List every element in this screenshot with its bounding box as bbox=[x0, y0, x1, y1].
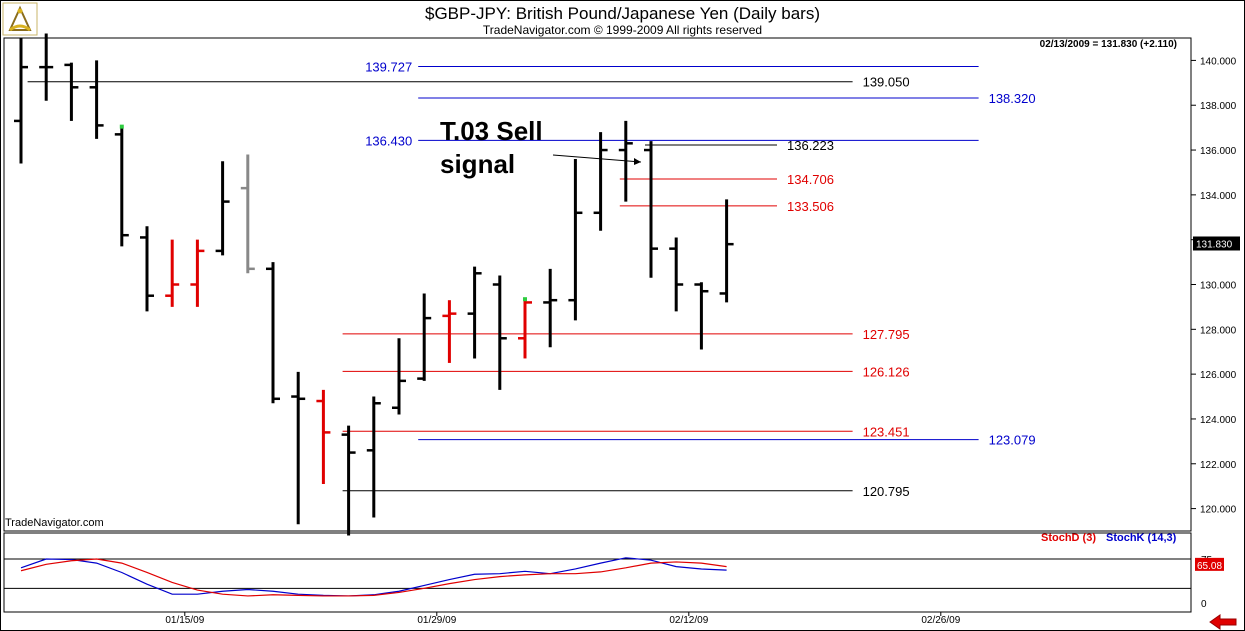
ohlc-bar bbox=[392, 338, 406, 415]
stoch-panel-border bbox=[3, 532, 1192, 613]
ohlc-bar bbox=[467, 266, 482, 359]
ohlc-bar bbox=[114, 127, 129, 247]
watermark: TradeNavigator.com bbox=[5, 517, 104, 529]
ohlc-bar bbox=[39, 33, 54, 101]
x-tick-label: 02/26/09 bbox=[921, 615, 960, 626]
ohlc-bar bbox=[442, 300, 457, 363]
level-label: 127.795 bbox=[863, 327, 910, 342]
annotation-arrow bbox=[552, 154, 642, 163]
last-quote-status: 02/13/2009 = 131.830 (+2.110) bbox=[1039, 39, 1177, 50]
y-tick-label: 126.000 bbox=[1200, 370, 1237, 381]
ohlc-bar bbox=[543, 268, 558, 348]
signal-marker bbox=[119, 124, 124, 129]
y-tick-label: 134.000 bbox=[1200, 191, 1237, 202]
stoch-last-label: 65.08 bbox=[1197, 561, 1222, 572]
ohlc-bar bbox=[240, 154, 255, 274]
x-tick-label: 01/29/09 bbox=[417, 615, 456, 626]
last-price-box bbox=[1193, 236, 1240, 251]
ohlc-bar bbox=[89, 60, 104, 139]
level-label: 120.795 bbox=[863, 484, 910, 499]
ohlc-bar bbox=[518, 300, 532, 359]
legend-stoch-d: StochD (3) bbox=[1041, 532, 1096, 544]
legend-stoch-k: StochK (14,3) bbox=[1106, 532, 1177, 544]
ohlc-bar bbox=[593, 132, 608, 231]
ohlc-bar bbox=[568, 159, 583, 321]
level-label: 123.451 bbox=[863, 424, 910, 439]
stoch-last-box bbox=[1195, 557, 1224, 571]
level-label: 134.706 bbox=[787, 172, 834, 187]
annotation-arrowhead bbox=[634, 158, 641, 165]
price-panel bbox=[3, 37, 1192, 613]
ohlc-bar bbox=[492, 275, 507, 390]
ohlc-bar bbox=[14, 38, 28, 164]
price-panel-border bbox=[3, 37, 1192, 532]
stoch-k-line bbox=[20, 557, 727, 597]
stoch-tick-label: 0 bbox=[1201, 599, 1207, 610]
chart-title: $GBP-JPY: British Pound/Japanese Yen (Da… bbox=[425, 4, 820, 23]
y-tick-label: 130.000 bbox=[1200, 281, 1237, 292]
level-label: 139.050 bbox=[863, 75, 910, 90]
ohlc-bar bbox=[316, 389, 331, 484]
stoch-d-line bbox=[20, 558, 727, 597]
level-label: 139.727 bbox=[365, 60, 412, 75]
date-axis: 01/15/09 01/29/09 02/12/09 02/26/09 bbox=[165, 612, 961, 626]
y-tick-label: 140.000 bbox=[1200, 56, 1237, 67]
ohlc-bar bbox=[644, 141, 658, 278]
ohlc-bar bbox=[291, 371, 306, 525]
level-lines: 139.727 139.050 138.320 136.430 136.223 134.7… bbox=[27, 60, 1036, 499]
ohlc-bar bbox=[165, 239, 180, 307]
y-tick-label: 138.000 bbox=[1200, 101, 1237, 112]
last-price-label: 131.830 bbox=[1196, 239, 1233, 250]
stochastic-panel: 07565.08 bbox=[4, 555, 1224, 610]
level-label: 123.079 bbox=[989, 433, 1036, 448]
ohlc-bar bbox=[669, 237, 684, 312]
level-label: 126.126 bbox=[863, 364, 910, 379]
ohlc-bar bbox=[341, 425, 356, 536]
ohlc-bar bbox=[215, 161, 230, 256]
ohlc-bar bbox=[64, 62, 79, 121]
ohlc-bar bbox=[266, 262, 280, 404]
y-tick-label: 128.000 bbox=[1200, 325, 1237, 336]
level-label: 138.320 bbox=[989, 91, 1036, 106]
ohlc-bar bbox=[190, 239, 205, 307]
y-tick-label: 124.000 bbox=[1200, 415, 1237, 426]
y-tick-label: 136.000 bbox=[1200, 146, 1237, 157]
x-tick-label: 01/15/09 bbox=[165, 615, 204, 626]
ohlc-bar bbox=[417, 293, 432, 381]
signal-marker bbox=[523, 297, 527, 302]
sextant-logo-icon bbox=[2, 2, 38, 36]
y-tick-label: 122.000 bbox=[1200, 460, 1237, 471]
price-axis: 120.000 122.000 124.000 126.000 128.000 130.0… bbox=[1191, 56, 1240, 516]
ohlc-bar bbox=[140, 226, 154, 312]
level-label: 136.223 bbox=[787, 138, 834, 153]
level-label: 136.430 bbox=[365, 133, 412, 148]
y-tick-label: 120.000 bbox=[1200, 505, 1237, 516]
scroll-left-arrow-icon[interactable] bbox=[1208, 614, 1238, 630]
ohlc-bar bbox=[719, 199, 734, 303]
level-label: 133.506 bbox=[787, 199, 834, 214]
ohlc-bar bbox=[694, 282, 709, 350]
price-bars bbox=[14, 33, 734, 536]
chart-subtitle: TradeNavigator.com © 1999-2009 All right… bbox=[482, 23, 763, 37]
x-tick-label: 02/12/09 bbox=[669, 615, 708, 626]
ohlc-bar bbox=[366, 396, 381, 518]
sell-signal-annotation: T.03 Sell signal bbox=[440, 116, 543, 179]
